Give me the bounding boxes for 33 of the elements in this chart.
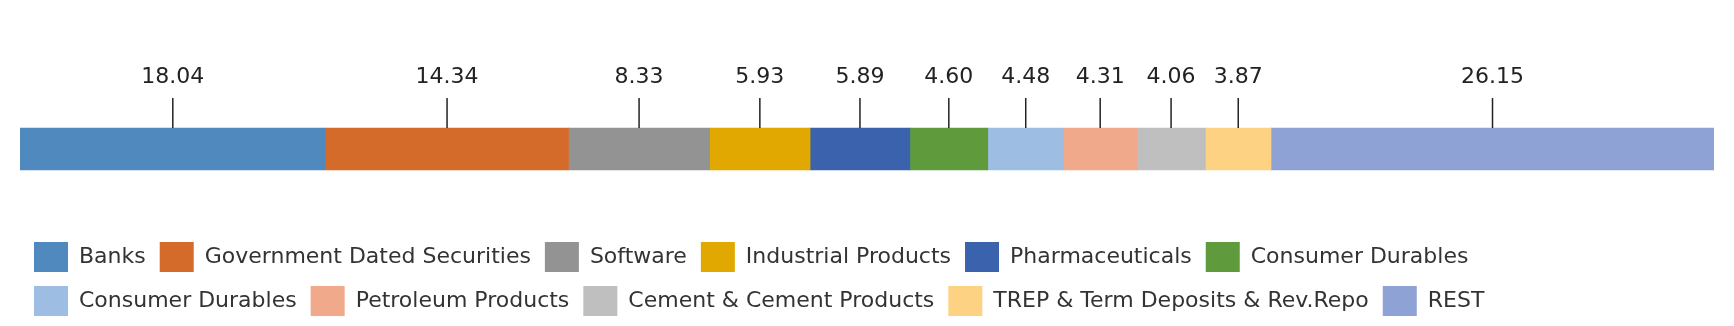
legend-label: TREP & Term Deposits & Rev.Repo (992, 286, 1369, 312)
data-label: 14.34 (415, 62, 479, 88)
data-label: 5.89 (835, 62, 885, 88)
legend-label: Consumer Durables (1250, 242, 1469, 268)
legend-label: Pharmaceuticals (1010, 242, 1192, 268)
bar (1136, 127, 1206, 171)
data-label: 8.33 (614, 62, 664, 88)
bar (20, 127, 326, 171)
bar (909, 127, 989, 171)
legend-label: Cement & Cement Products (628, 286, 935, 312)
bar (568, 127, 710, 171)
data-label: 18.04 (141, 62, 205, 88)
legend-label: Industrial Products (745, 242, 952, 268)
bar (987, 127, 1064, 171)
data-label: 3.87 (1213, 62, 1263, 88)
bar (1063, 127, 1138, 171)
legend-label: Government Dated Securities (204, 242, 531, 268)
bar (325, 127, 569, 171)
data-label: 5.93 (735, 62, 785, 88)
legend-label: REST (1427, 286, 1485, 312)
data-label: 4.48 (1001, 62, 1051, 88)
data-label: 4.31 (1075, 62, 1125, 88)
legend-label: Banks (79, 242, 146, 268)
legend-label: Software (589, 242, 687, 268)
data-label: 4.06 (1146, 62, 1196, 88)
bar (1205, 127, 1272, 171)
legend-label: Consumer Durables (79, 286, 297, 312)
data-label: 26.15 (1461, 62, 1524, 88)
data-label: 4.60 (924, 62, 974, 88)
bar (1270, 127, 1714, 171)
bar (809, 127, 911, 171)
bar (709, 127, 811, 171)
legend-label: Petroleum Products (355, 286, 570, 312)
